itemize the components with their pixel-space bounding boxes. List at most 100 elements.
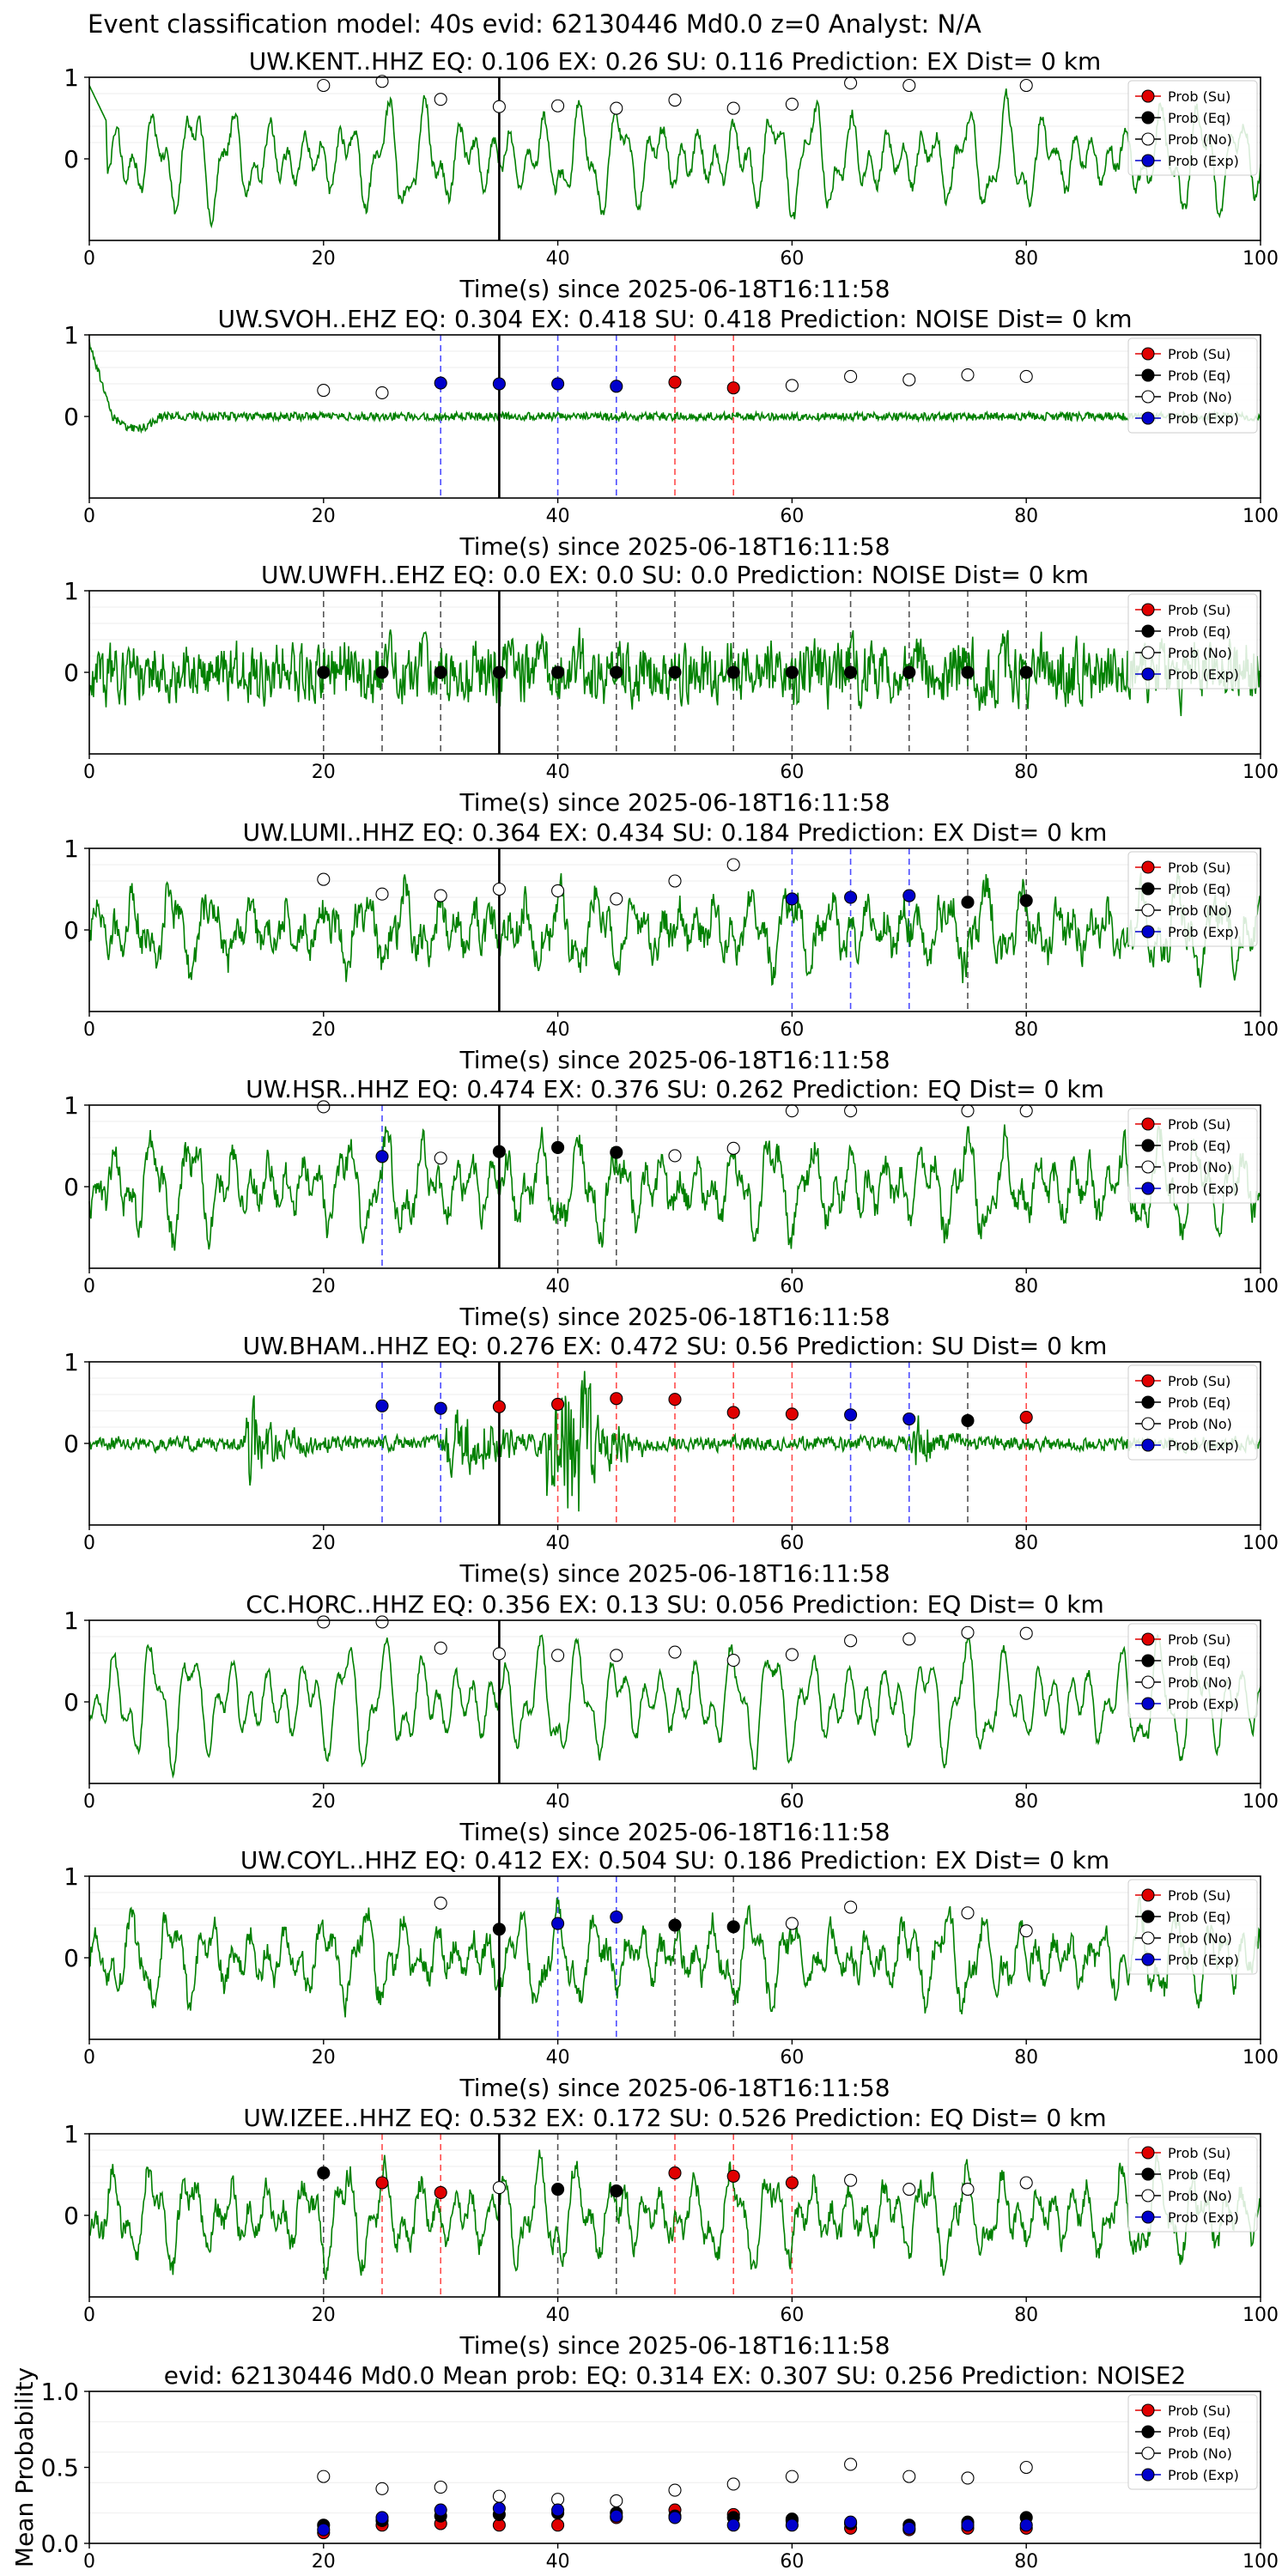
prob-su-point <box>726 1406 740 1419</box>
legend-marker-exp <box>1141 1182 1155 1195</box>
x-tick-label: 40 <box>546 1791 570 1813</box>
x-tick-label: 80 <box>1014 2551 1038 2573</box>
prob-no-point <box>317 78 331 93</box>
legend-label-eq: Prob (Eq) <box>1168 1653 1230 1669</box>
y-tick-label: 1 <box>64 1091 79 1120</box>
x-tick-label: 100 <box>1242 2551 1279 2573</box>
x-tick-label: 0 <box>83 762 95 783</box>
x-tick-label: 40 <box>546 762 570 783</box>
legend-marker-eq <box>1141 368 1155 382</box>
x-tick-label: 40 <box>546 506 570 527</box>
legend-label-su: Prob (Su) <box>1168 1116 1230 1133</box>
prob-exp-point <box>434 1401 447 1415</box>
prob-no-point <box>668 874 682 888</box>
legend-label-no: Prob (No) <box>1168 1416 1232 1432</box>
legend-marker-su <box>1141 1888 1155 1902</box>
x-tick-label: 100 <box>1242 762 1279 783</box>
prob-no-point <box>317 872 331 886</box>
legend-label-no: Prob (No) <box>1168 1930 1232 1947</box>
prob-eq-point <box>902 665 916 679</box>
subplot-title: evid: 62130446 Md0.0 Mean prob: EQ: 0.31… <box>164 2361 1187 2390</box>
x-tick-label: 100 <box>1242 248 1279 270</box>
legend-marker-eq <box>1141 1654 1155 1668</box>
legend-label-su: Prob (Su) <box>1168 1631 1230 1648</box>
legend-marker-eq <box>1141 1395 1155 1409</box>
prob-no-point <box>610 892 623 906</box>
legend-label-eq: Prob (Eq) <box>1168 368 1230 384</box>
prob-eq-point <box>375 665 389 679</box>
prob-no-point <box>785 379 799 392</box>
legend-label-exp: Prob (Exp) <box>1168 924 1239 940</box>
prob-no-point <box>492 2181 506 2195</box>
prob-no-point <box>434 889 447 902</box>
x-tick-label: 100 <box>1242 1019 1279 1041</box>
legend-box <box>1127 851 1258 947</box>
figure-suptitle: Event classification model: 40s evid: 62… <box>88 9 981 39</box>
prob-exp-point <box>610 380 623 393</box>
legend-marker-exp <box>1141 2210 1155 2224</box>
mean-exp-point <box>610 2509 623 2523</box>
legend-box <box>1127 2394 1258 2490</box>
legend-marker-exp <box>1141 1438 1155 1452</box>
mean-no-point <box>668 2483 682 2497</box>
y-tick-label: 0 <box>64 145 79 173</box>
mean-exp-point <box>551 2503 565 2517</box>
y-tick-label: 1 <box>64 835 79 863</box>
prob-no-point <box>434 1896 447 1910</box>
subplot-title: UW.BHAM..HHZ EQ: 0.276 EX: 0.472 SU: 0.5… <box>243 1332 1108 1360</box>
legend-marker-eq <box>1141 1910 1155 1923</box>
legend: Prob (Su) Prob (Eq) Prob (No) Prob (Exp) <box>1127 2136 1258 2233</box>
legend-marker-no <box>1141 2446 1155 2460</box>
legend-label-exp: Prob (Exp) <box>1168 1952 1239 1968</box>
prob-eq-point <box>610 1145 623 1159</box>
legend-label-exp: Prob (Exp) <box>1168 410 1239 427</box>
x-tick-label: 40 <box>546 2047 570 2069</box>
prob-eq-point <box>317 2166 331 2180</box>
x-tick-label: 20 <box>312 1533 336 1554</box>
legend-label-su: Prob (Su) <box>1168 1887 1230 1904</box>
prob-no-point <box>844 1634 858 1648</box>
subplot-title: UW.SVOH..EHZ EQ: 0.304 EX: 0.418 SU: 0.4… <box>217 305 1132 333</box>
x-tick-label: 20 <box>312 2047 336 2069</box>
legend-label-su: Prob (Su) <box>1168 602 1230 618</box>
prob-no-point <box>492 1647 506 1661</box>
legend-marker-no <box>1141 2189 1155 2202</box>
legend-box <box>1127 593 1258 690</box>
x-tick-label: 0 <box>83 2305 95 2326</box>
prob-eq-point <box>492 1923 506 1936</box>
prob-eq-point <box>668 1918 682 1932</box>
waveform-trace <box>88 1370 1261 1512</box>
legend-marker-su <box>1141 1632 1155 1646</box>
subplot-1: UW.KENT..HHZ EQ: 0.106 EX: 0.26 SU: 0.11… <box>64 47 1279 303</box>
prob-no-point <box>726 101 740 115</box>
prob-no-point <box>668 1645 682 1659</box>
legend-label-eq: Prob (Eq) <box>1168 881 1230 897</box>
prob-no-point <box>668 1149 682 1163</box>
legend-label-exp: Prob (Exp) <box>1168 2209 1239 2226</box>
mean-exp-point <box>434 2503 447 2517</box>
legend-label-exp: Prob (Exp) <box>1168 153 1239 169</box>
prob-su-point <box>375 2176 389 2190</box>
prob-su-point <box>551 1397 565 1411</box>
x-tick-label: 60 <box>780 1533 804 1554</box>
subplot-9: UW.IZEE..HHZ EQ: 0.532 EX: 0.172 SU: 0.5… <box>64 2104 1279 2360</box>
x-tick-label: 100 <box>1242 1791 1279 1813</box>
prob-no-point <box>785 1917 799 1930</box>
x-axis-label: Time(s) since 2025-06-18T16:11:58 <box>459 1559 890 1588</box>
prob-eq-point <box>1019 894 1033 908</box>
legend-box <box>1127 1108 1258 1204</box>
prob-su-point <box>610 1392 623 1406</box>
prob-su-point <box>726 381 740 395</box>
mean-exp-point <box>902 2521 916 2535</box>
prob-no-point <box>551 884 565 897</box>
prob-su-point <box>668 2166 682 2180</box>
prob-no-point <box>961 2183 975 2196</box>
legend-marker-su <box>1141 2146 1155 2160</box>
prob-su-point <box>785 1407 799 1421</box>
y-tick-label: 1 <box>64 1862 79 1891</box>
prob-eq-point <box>492 1145 506 1158</box>
legend-label-exp: Prob (Exp) <box>1168 1437 1239 1454</box>
legend: Prob (Su) Prob (Eq) Prob (No) Prob (Exp) <box>1127 1364 1258 1461</box>
